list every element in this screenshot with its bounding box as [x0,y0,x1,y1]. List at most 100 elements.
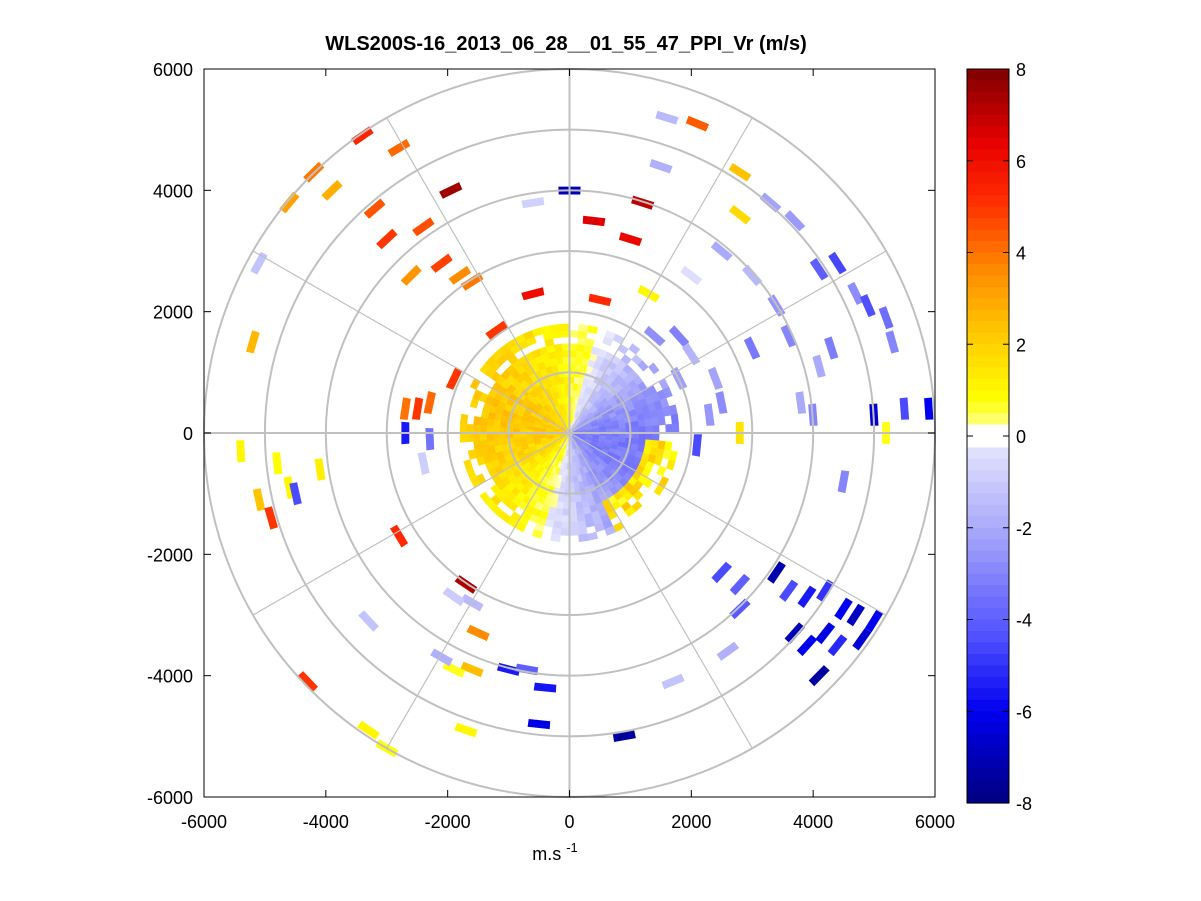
colorbar-swatch [967,413,1009,426]
near-field-cell [560,528,570,536]
colorbar-tick-label: -8 [1016,794,1032,814]
colorbar-swatch [967,91,1009,105]
x-axis-label: m.s -1 [532,840,578,864]
near-field-cell [486,425,494,434]
near-field-cell [460,413,469,425]
near-field-cell [463,459,473,471]
near-field-cell [651,439,660,449]
range-gate-cell [445,366,463,390]
range-gate-cell [878,306,894,330]
range-gate-cell [711,561,733,584]
range-gate-cell [815,622,836,645]
range-gate-cell [363,198,386,219]
near-field-cell [576,343,586,352]
colorbar-swatch [967,424,1009,437]
range-gate-cell [824,336,839,360]
range-gate-cell [460,272,484,291]
near-field-cell [657,440,666,450]
range-gate-cell [289,482,302,506]
colorbar-swatch [967,126,1009,139]
radial-spoke [568,117,753,434]
near-field-cell [575,350,585,359]
colorbar-swatch [967,585,1009,598]
x-tick-label: 2000 [671,812,711,832]
radial-spoke [386,117,571,434]
range-gate-cell [417,452,430,475]
near-field-cell [512,437,521,444]
range-gate-cell [521,197,545,209]
range-gate-cell [692,434,702,457]
near-field-cell [559,323,570,332]
near-field-cell [666,459,676,471]
range-gate-cell [847,281,865,305]
near-field-cell [576,514,586,523]
range-gate-cell [582,215,606,227]
range-gate-cell [387,139,411,157]
range-gate-cell [655,110,679,125]
near-field-cell [656,465,667,477]
colorbar-swatch [967,722,1009,735]
near-field-cell [561,515,570,523]
near-field-cell [569,515,578,523]
colorbar: 8 6 4 2 0 -2 -4 -6 -8 [966,60,1032,814]
range-gate-cell [795,391,807,414]
range-gate-cell [358,610,379,632]
colorbar-swatch [967,516,1009,529]
near-field-cell [652,432,660,442]
colorbar-swatch [967,630,1009,644]
near-field-cell [560,521,570,530]
near-field-cell [469,378,481,390]
colorbar-swatch [967,263,1009,277]
range-gate-cell [716,641,740,661]
colorbar-swatch [967,69,1009,82]
near-field-cell [562,508,570,517]
near-field-cell [472,432,481,442]
range-gate-cell [643,325,666,347]
range-gate-cell [533,682,557,693]
colorbar-swatch [967,80,1009,93]
range-gate-cell [246,330,260,354]
near-field-cell [645,425,653,434]
radial-spoke [569,432,887,616]
near-field-cell [553,514,563,523]
range-gate-cell [460,593,484,612]
x-tick-label: 0 [564,812,574,832]
colorbar-swatch [967,332,1009,345]
chart-title: WLS200S-16_2013_06_28__01_55_47_PPI_Vr (… [325,33,806,55]
near-field-cell [587,325,599,335]
y-tick-label: 0 [183,424,193,444]
near-field-cell [652,424,660,434]
near-field-cell [648,362,660,375]
near-field-cell [562,356,570,364]
y-tick-label: 4000 [153,181,193,201]
radial-spoke [252,432,570,616]
near-field-cell [573,481,580,490]
colorbar-swatch [967,481,1009,494]
range-gate-cell [796,634,818,657]
range-gate-cell [412,217,435,237]
range-gate-cell [784,622,806,644]
near-field-cell [562,502,570,510]
near-field-cell [587,531,599,541]
range-gate-cell [828,251,847,275]
range-gate-cell [425,428,435,451]
colorbar-swatch [967,608,1009,621]
near-field-cell [671,423,680,434]
range-gate-cell [264,506,278,530]
range-gate-cell [808,665,830,687]
radial-spoke [252,250,570,434]
x-axis-label-base: m.s [532,844,561,864]
near-field-cell [631,420,640,428]
colorbar-swatch [967,780,1009,793]
near-field-cell [569,343,578,351]
range-gate-cell [442,587,465,607]
colorbar-swatch [967,757,1009,770]
colorbar-swatch [967,218,1009,231]
x-tick-label: 4000 [793,812,833,832]
near-field-cell [662,386,673,399]
near-field-cell [555,356,564,365]
colorbar-swatch [967,206,1009,219]
range-gate-cell [729,204,752,225]
colorbar-tick-label: 4 [1016,244,1026,264]
